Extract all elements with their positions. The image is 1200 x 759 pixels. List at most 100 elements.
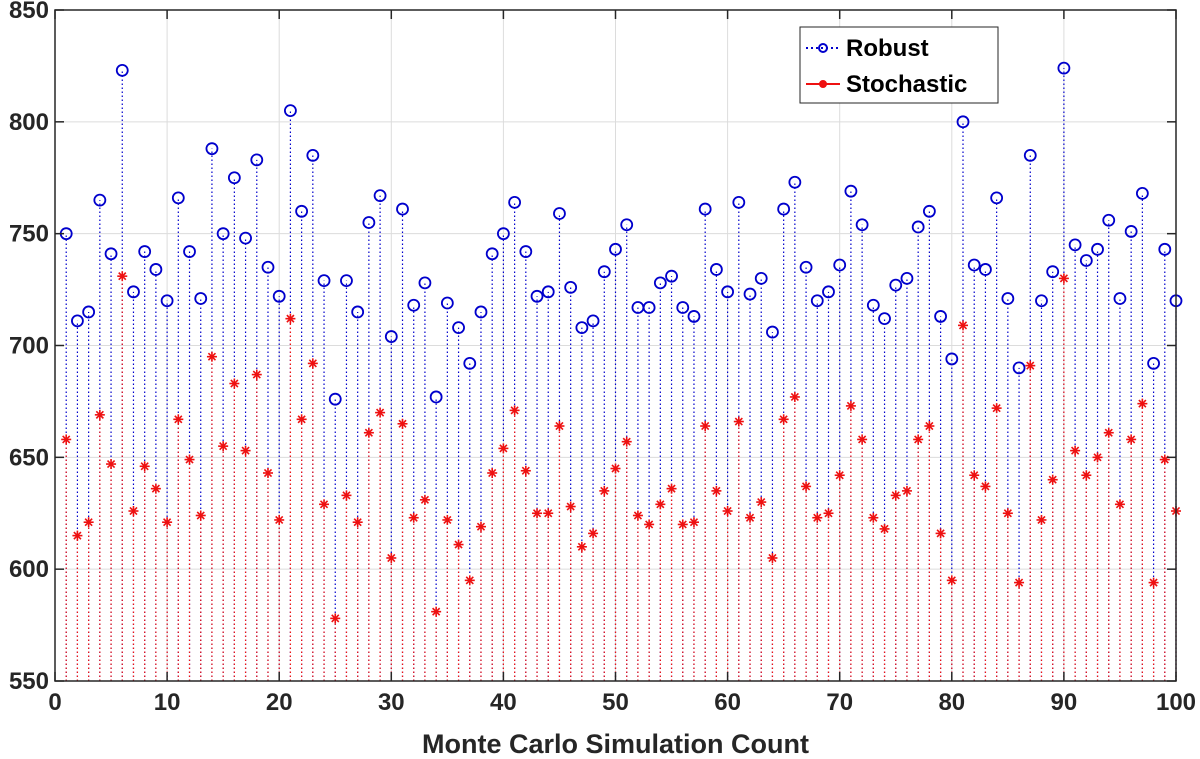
asterisk-stroke xyxy=(577,542,586,551)
marker-stochastic-26 xyxy=(341,490,352,501)
marker-stochastic-58 xyxy=(700,421,711,432)
marker-stochastic-20 xyxy=(274,514,285,525)
marker-stochastic-31 xyxy=(397,418,408,429)
asterisk-stroke xyxy=(140,462,149,471)
marker-robust-82 xyxy=(967,258,981,272)
marker-stochastic-86 xyxy=(1014,577,1025,588)
marker-robust-76 xyxy=(900,271,914,285)
asterisk-stroke xyxy=(947,576,956,585)
marker-robust-2 xyxy=(71,314,84,328)
marker-stochastic-13 xyxy=(195,510,206,521)
marker-stochastic-76 xyxy=(901,485,912,496)
asterisk-stroke xyxy=(958,321,968,330)
marker-stochastic-50 xyxy=(610,463,621,474)
asterisk-stroke xyxy=(84,518,93,527)
asterisk-stroke xyxy=(342,491,351,500)
marker-robust-20 xyxy=(272,289,286,303)
legend: Robust Stochastic xyxy=(799,26,999,104)
marker-stochastic-51 xyxy=(621,436,632,447)
marker-stochastic-66 xyxy=(789,391,800,402)
asterisk-stroke xyxy=(645,520,654,529)
asterisk-stroke xyxy=(723,506,732,516)
asterisk-stroke xyxy=(510,406,519,415)
y-tick-label-550: 550 xyxy=(9,668,49,695)
asterisk-stroke xyxy=(1014,578,1024,587)
asterisk-stroke xyxy=(869,513,878,522)
marker-robust-28 xyxy=(362,216,376,229)
marker-robust-54 xyxy=(653,276,667,290)
asterisk-stroke xyxy=(992,404,1001,413)
marker-stochastic-25 xyxy=(330,613,341,624)
marker-stochastic-18 xyxy=(251,369,262,380)
asterisk-stroke xyxy=(858,435,867,444)
marker-stochastic-23 xyxy=(307,358,318,369)
marker-robust-4 xyxy=(93,193,107,207)
marker-robust-84 xyxy=(990,191,1004,205)
marker-robust-80 xyxy=(945,352,959,366)
marker-stochastic-90 xyxy=(1058,273,1069,284)
x-tick-label-60: 60 xyxy=(714,689,741,716)
marker-stochastic-97 xyxy=(1137,398,1148,409)
marker-robust-3 xyxy=(82,305,96,319)
marker-stochastic-55 xyxy=(666,483,677,494)
asterisk-stroke xyxy=(207,352,217,361)
asterisk-stroke xyxy=(1048,475,1057,484)
asterisk-stroke xyxy=(476,522,486,531)
marker-robust-86 xyxy=(1012,361,1026,375)
marker-robust-50 xyxy=(609,242,622,256)
asterisk-stroke xyxy=(891,491,900,500)
marker-robust-68 xyxy=(810,294,824,308)
asterisk-stroke xyxy=(768,553,777,563)
legend-item-stochastic: Stochastic xyxy=(806,71,967,98)
asterisk-stroke xyxy=(1149,578,1158,587)
marker-robust-99 xyxy=(1158,242,1172,256)
marker-robust-73 xyxy=(866,298,880,312)
asterisk-stroke xyxy=(1037,515,1046,525)
asterisk-stroke xyxy=(1115,500,1125,509)
marker-stochastic-7 xyxy=(128,506,139,517)
asterisk-stroke xyxy=(914,435,923,444)
marker-robust-10 xyxy=(160,294,174,308)
marker-stochastic-49 xyxy=(599,485,610,496)
marker-robust-7 xyxy=(127,285,140,299)
asterisk-stroke xyxy=(588,529,598,538)
marker-stochastic-9 xyxy=(150,483,161,494)
marker-stochastic-16 xyxy=(229,378,240,389)
marker-robust-70 xyxy=(833,258,847,272)
marker-stochastic-14 xyxy=(206,351,217,362)
marker-robust-6 xyxy=(115,63,129,77)
marker-robust-45 xyxy=(553,207,566,220)
asterisk-stroke xyxy=(1003,509,1012,518)
asterisk-stroke xyxy=(532,509,542,518)
asterisk-stroke xyxy=(95,410,104,419)
asterisk-stroke xyxy=(432,607,441,616)
asterisk-stroke xyxy=(353,518,362,527)
marker-robust-83 xyxy=(979,263,992,276)
asterisk-stroke xyxy=(734,417,743,426)
marker-stochastic-45 xyxy=(554,421,565,432)
asterisk-stroke xyxy=(297,415,306,424)
axis-ticks xyxy=(54,9,1177,682)
marker-stochastic-35 xyxy=(442,514,453,525)
marker-stochastic-48 xyxy=(588,528,599,539)
x-tick-label-40: 40 xyxy=(490,689,517,716)
marker-stochastic-74 xyxy=(879,523,890,534)
marker-robust-42 xyxy=(519,245,533,258)
marker-robust-8 xyxy=(138,245,152,258)
marker-robust-11 xyxy=(171,191,185,205)
marker-robust-81 xyxy=(956,115,970,129)
marker-robust-15 xyxy=(216,227,230,241)
marker-stochastic-29 xyxy=(375,407,386,418)
y-tick-label-700: 700 xyxy=(9,333,49,360)
marker-stochastic-27 xyxy=(352,517,363,528)
marker-robust-58 xyxy=(698,202,712,216)
marker-robust-93 xyxy=(1091,242,1104,256)
marker-stochastic-2 xyxy=(72,530,83,541)
marker-robust-21 xyxy=(284,104,297,118)
legend-label-robust: Robust xyxy=(846,35,929,62)
marker-robust-78 xyxy=(922,204,936,218)
asterisk-stroke xyxy=(633,511,643,520)
marker-stochastic-78 xyxy=(924,421,935,432)
asterisk-stroke xyxy=(555,421,564,431)
marker-stochastic-73 xyxy=(868,512,879,523)
